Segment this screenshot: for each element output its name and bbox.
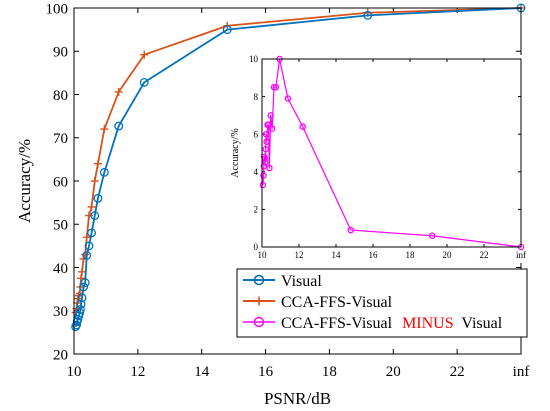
inset-x-tick-label: 12: [295, 250, 304, 260]
series-visual-point: [222, 25, 232, 35]
inset-x-tick-label: 10: [258, 250, 268, 260]
series-minus-line: [262, 58, 522, 248]
legend-entry-visual: Visual: [243, 273, 322, 290]
main-y-tick-label: 20: [53, 347, 68, 363]
series-minus-point: [262, 159, 269, 166]
series-visual-point: [72, 320, 82, 330]
legend-entry-minus: CCA-FFS-Visual MINUS Visual: [243, 315, 503, 332]
main-x-tick-label: 22: [450, 364, 465, 380]
inset-x-tick-label: inf: [516, 250, 526, 260]
series-visual-point: [80, 278, 90, 288]
main-y-tick-label: 70: [53, 131, 68, 147]
legend-label-minus-word: MINUS: [402, 315, 454, 332]
main-y-axis-label: Accuracy/%: [15, 139, 34, 223]
main-x-tick-label: 10: [67, 364, 82, 380]
series-visual-point: [99, 167, 109, 177]
main-x-axis-label: PSNR/dB: [264, 389, 331, 408]
series-minus-point: [272, 83, 280, 91]
main-y-tick-label: 100: [46, 1, 69, 17]
inset-plot-frame: [261, 58, 522, 248]
series-visual-point: [87, 228, 97, 238]
series-cca-ffs-visual-point: [100, 125, 109, 134]
inset-y-tick-label: 8: [254, 92, 259, 102]
series-minus-point: [299, 123, 306, 130]
legend: Visual CCA-FFS-Visual CCA-FFS-Visual MIN…: [236, 268, 528, 338]
inset-y-tick-label: 4: [254, 167, 259, 177]
series-minus-point: [259, 181, 267, 189]
series-visual-point: [79, 282, 89, 292]
inset-y-tick-label: 6: [254, 129, 259, 139]
legend-label-minus-tail: Visual: [461, 315, 502, 332]
series-minus-point: [347, 226, 355, 234]
series-minus-point: [262, 130, 270, 138]
series-minus-point: [428, 232, 436, 239]
inset-x-tick-label: 20: [443, 250, 453, 260]
series-cca-ffs-visual-point: [140, 50, 149, 59]
series-minus-point: [260, 172, 267, 179]
inset-x-tick-label: 22: [480, 250, 489, 260]
series-cca-ffs-visual-point: [114, 87, 123, 96]
main-y-tick-label: 40: [53, 261, 68, 277]
legend-entry-cca-ffs-visual: CCA-FFS-Visual: [243, 294, 393, 311]
main-x-tick-label: 20: [386, 364, 401, 380]
inset-chart: 10 12 14 16 18 20 22 inf 0 2 4 6 8 10 Accuracy/%: [224, 54, 526, 263]
series-visual-point: [90, 211, 100, 221]
series-visual-point: [82, 250, 92, 260]
main-y-tick-label: 60: [53, 174, 68, 190]
main-y-tick-label: 80: [53, 88, 68, 104]
series-visual-point: [139, 77, 149, 87]
svg-text:CCA-FFS-Visual MINUS: CCA-FFS-Visual MINUS Visual: [281, 315, 503, 332]
series-cca-ffs-visual-point: [77, 274, 86, 283]
series-cca-ffs-visual-point: [93, 159, 102, 168]
series-visual-point: [114, 121, 124, 131]
series-cca-ffs-visual-point: [85, 211, 94, 220]
inset-y-tick-label: 2: [254, 205, 259, 215]
series-visual-point: [93, 193, 103, 203]
series-minus-point: [267, 112, 274, 119]
legend-label-visual: Visual: [281, 273, 322, 290]
inset-x-tick-label: 18: [406, 250, 416, 260]
series-visual-point: [84, 241, 94, 251]
inset-x-tick-label: 14: [332, 250, 342, 260]
series-minus-point: [260, 162, 268, 170]
inset-x-tick-label: 16: [369, 250, 379, 260]
legend-label-minus-prefix: CCA-FFS-Visual: [281, 315, 393, 332]
series-cca-ffs-visual-point: [77, 267, 86, 276]
main-x-tick-label: 18: [322, 364, 337, 380]
legend-label-cca-ffs-visual: CCA-FFS-Visual: [281, 294, 393, 311]
series-cca-ffs-visual-point: [90, 177, 99, 185]
inset-y-tick-label: 0: [254, 242, 259, 252]
main-x-tick-label: inf: [513, 364, 530, 380]
inset-y-axis-label: Accuracy/%: [230, 128, 241, 177]
main-x-tick-label: 12: [130, 364, 145, 380]
main-y-tick-label: 50: [53, 218, 68, 234]
series-minus-point: [284, 95, 292, 102]
series-minus-point: [265, 121, 272, 129]
inset-y-tick-label: 10: [249, 54, 259, 64]
series-minus-point: [268, 125, 276, 132]
series-minus-point: [266, 164, 273, 172]
series-visual-point: [363, 10, 373, 20]
main-x-tick-label: 16: [258, 364, 274, 380]
main-y-tick-label: 90: [53, 45, 68, 61]
series-cca-ffs-visual-point: [87, 202, 96, 211]
series-cca-ffs-visual-point: [82, 233, 91, 242]
series-visual-point: [75, 305, 85, 314]
main-y-tick-label: 30: [53, 304, 68, 320]
series-visual-point: [77, 293, 87, 303]
series-visual-point: [75, 308, 85, 318]
series-visual-point: [76, 299, 86, 309]
series-minus-point: [263, 138, 270, 145]
main-x-tick-label: 14: [194, 364, 210, 380]
series-minus-point: [262, 145, 269, 153]
